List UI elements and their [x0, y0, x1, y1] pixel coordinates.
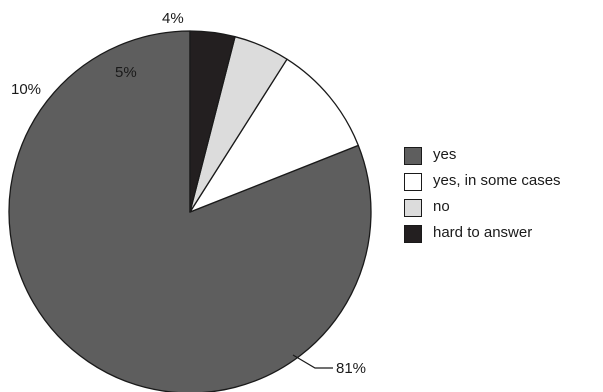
- legend-item-hard-to-answer: hard to answer: [404, 222, 603, 248]
- legend-swatch-yes-in-some-cases: [404, 173, 422, 191]
- legend-item-yes: yes: [404, 144, 603, 170]
- pie-slice-yes-in-some-cases: [189, 58, 359, 213]
- slice-label-yes: 81%: [336, 360, 366, 377]
- legend-label-yes: yes: [433, 146, 457, 163]
- legend-swatch-yes: [404, 147, 422, 165]
- legend-label-hard-to-answer: hard to answer: [433, 224, 533, 241]
- slice-label-hard-to-answer: 4%: [162, 10, 184, 27]
- legend-swatch-hard-to-answer: [404, 225, 422, 243]
- legend-item-yes-in-some-cases: yes, in some cases: [404, 170, 603, 196]
- legend-swatch-no: [404, 199, 422, 217]
- slice-label-yes-in-some-cases: 10%: [11, 81, 41, 98]
- leader-line-81: [292, 354, 333, 369]
- legend: yes yes, in some cases no hard to answer: [404, 144, 603, 248]
- legend-item-no: no: [404, 196, 603, 222]
- pie-slice-yes: [8, 30, 372, 392]
- legend-label-no: no: [433, 198, 450, 215]
- pie-slice-hard-to-answer: [189, 30, 236, 213]
- slice-label-no: 5%: [115, 64, 137, 81]
- legend-label-yes-in-some-cases: yes, in some cases: [433, 172, 561, 189]
